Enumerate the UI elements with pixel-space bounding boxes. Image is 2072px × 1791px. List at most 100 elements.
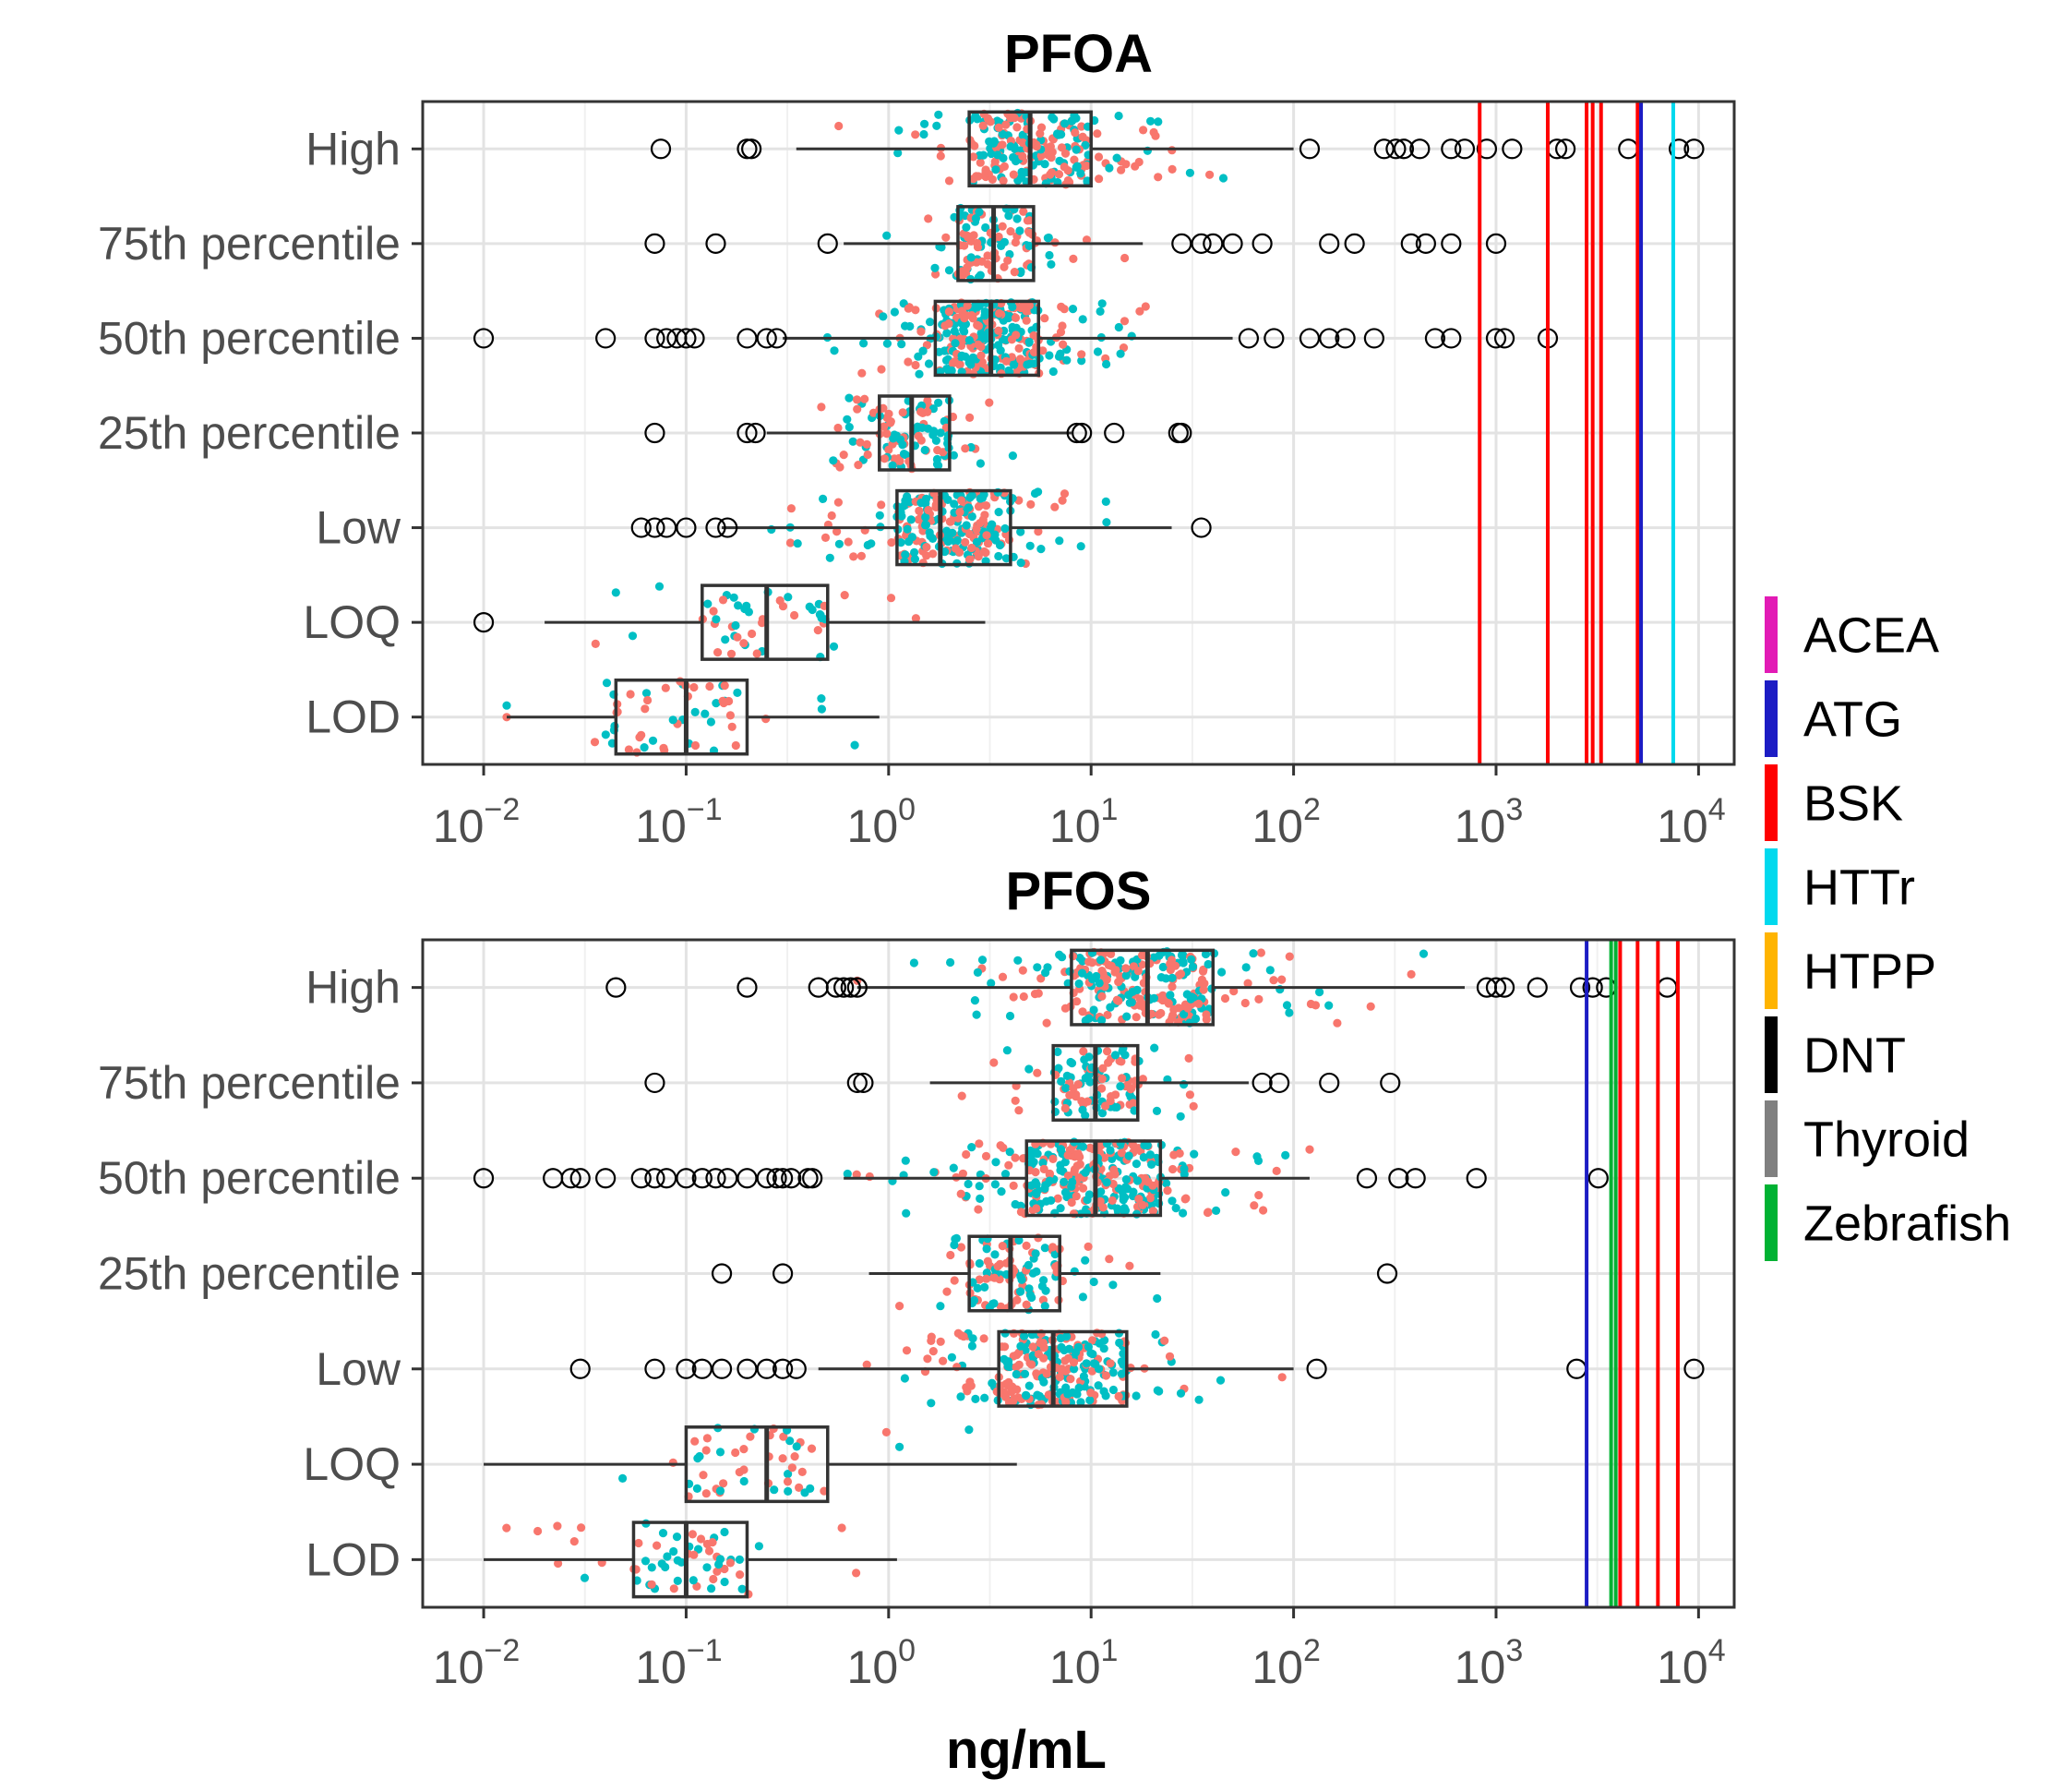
data-point: [1077, 1097, 1086, 1106]
data-point: [1240, 998, 1250, 1008]
data-point: [1000, 237, 1009, 246]
data-point: [658, 1529, 668, 1538]
box-group: [605, 947, 1678, 1028]
outlier: [745, 422, 766, 444]
data-point: [1114, 111, 1123, 121]
outlier: [650, 138, 672, 160]
data-point: [1035, 1391, 1044, 1400]
data-point: [902, 1346, 912, 1355]
data-point: [949, 451, 958, 460]
data-point: [974, 340, 983, 349]
data-point: [739, 639, 749, 648]
data-point: [877, 500, 886, 510]
data-point: [1118, 1074, 1127, 1083]
data-point: [942, 1287, 952, 1296]
data-point: [668, 1458, 677, 1467]
outlier: [1171, 233, 1192, 254]
data-point: [1265, 966, 1275, 975]
data-point: [591, 639, 600, 649]
data-point: [920, 445, 929, 455]
data-point: [1085, 1396, 1095, 1405]
outlier: [560, 1168, 581, 1189]
data-point: [1089, 1359, 1098, 1368]
outlier: [1393, 138, 1415, 160]
data-point: [967, 543, 976, 553]
data-point: [1139, 126, 1148, 135]
data-point: [1033, 963, 1042, 972]
data-point: [975, 1275, 984, 1284]
data-point: [1216, 1376, 1226, 1385]
box-group: [484, 1424, 1017, 1504]
data-point: [1101, 1101, 1110, 1111]
data-point: [1112, 995, 1121, 1004]
data-point: [1060, 1177, 1069, 1186]
data-point: [1103, 1047, 1112, 1056]
data-point: [1022, 1241, 1031, 1250]
data-point: [982, 1244, 991, 1254]
data-point: [882, 429, 892, 439]
data-point: [1084, 1342, 1093, 1352]
data-point: [1160, 1336, 1169, 1345]
data-point: [994, 341, 1003, 350]
data-point: [1070, 1165, 1080, 1174]
data-point: [1003, 1362, 1012, 1371]
outlier: [1373, 138, 1395, 160]
data-point: [918, 346, 928, 355]
data-point: [981, 548, 990, 558]
legend-label: HTPP: [1803, 944, 1936, 1000]
data-point: [975, 208, 984, 217]
data-point: [1097, 299, 1107, 308]
legend-label: Zebrafish: [1803, 1196, 2011, 1252]
data-point: [921, 521, 931, 530]
outlier: [1493, 977, 1515, 998]
data-point: [978, 121, 988, 130]
data-point: [1063, 175, 1072, 186]
data-point: [1057, 1076, 1066, 1086]
data-point: [793, 539, 802, 548]
data-point: [1056, 1204, 1065, 1213]
data-point: [1063, 1150, 1072, 1160]
data-point: [706, 717, 716, 727]
data-point: [1285, 1008, 1294, 1017]
data-point: [1089, 1277, 1098, 1287]
data-point: [1106, 1146, 1115, 1155]
data-point: [708, 1538, 717, 1547]
data-point: [1061, 1398, 1071, 1407]
data-point: [949, 1163, 958, 1172]
data-point: [702, 1434, 713, 1443]
data-point: [956, 1243, 966, 1252]
data-point: [976, 494, 985, 503]
outlier: [1222, 233, 1243, 254]
data-point: [852, 395, 862, 404]
data-point: [1366, 1002, 1375, 1011]
data-point: [951, 339, 960, 348]
data-point: [1020, 1369, 1030, 1378]
data-point: [989, 1299, 999, 1308]
data-point: [1407, 969, 1416, 979]
data-point: [963, 301, 972, 310]
data-point: [817, 694, 826, 703]
data-point: [502, 701, 511, 710]
data-point: [888, 461, 897, 470]
data-point: [779, 1432, 788, 1441]
legend-swatch: [1765, 764, 1778, 841]
data-point: [1147, 1160, 1156, 1169]
data-point: [1016, 1208, 1025, 1217]
data-point: [964, 1425, 974, 1435]
data-point: [1083, 1196, 1092, 1205]
outlier: [605, 977, 627, 998]
data-point: [1027, 1292, 1036, 1303]
data-point: [977, 357, 987, 367]
data-point: [895, 1442, 904, 1451]
data-point: [1419, 949, 1429, 958]
data-point: [1053, 1194, 1062, 1203]
outlier: [1376, 1263, 1398, 1284]
data-point: [1097, 1075, 1107, 1084]
outlier: [644, 1168, 665, 1189]
outlier: [1356, 1168, 1378, 1189]
data-point: [715, 1448, 725, 1457]
data-point: [712, 699, 721, 708]
data-point: [1103, 1010, 1112, 1019]
legend-label: HTTr: [1803, 860, 1915, 916]
data-point: [1082, 1359, 1091, 1368]
